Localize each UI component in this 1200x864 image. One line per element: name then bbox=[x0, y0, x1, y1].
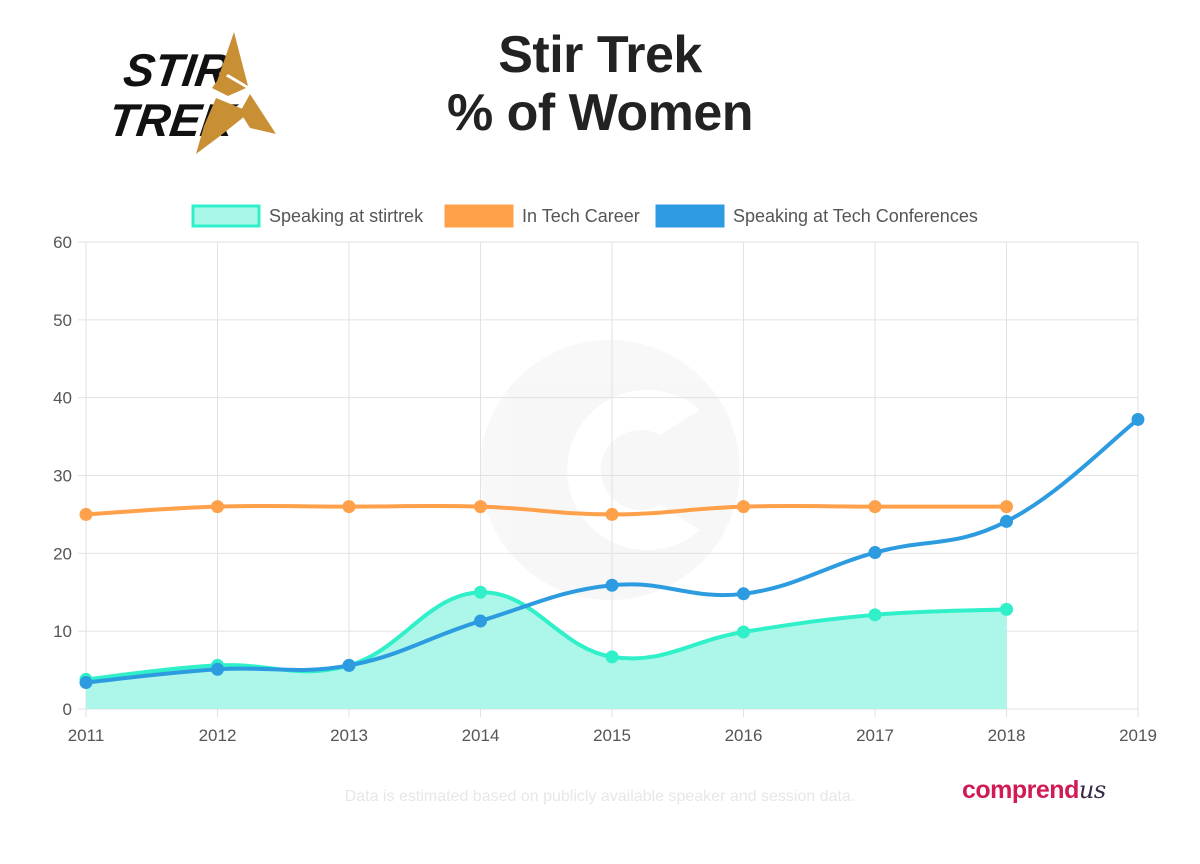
series-line bbox=[84, 590, 1009, 682]
footnote: Data is estimated based on publicly avai… bbox=[344, 788, 856, 805]
legend-swatch bbox=[191, 204, 261, 228]
title-line1: Stir Trek bbox=[498, 26, 702, 84]
chart-legend: Speaking at stirtrek In Tech Career Speaki… bbox=[191, 204, 978, 228]
y-tick-label: 0 bbox=[63, 700, 72, 719]
series-area bbox=[86, 592, 1007, 709]
y-tick-label: 50 bbox=[53, 311, 72, 330]
starfleet-delta-icon bbox=[196, 32, 276, 154]
legend-swatch bbox=[655, 204, 725, 228]
data-point bbox=[1000, 500, 1013, 514]
x-tick-label: 2017 bbox=[856, 726, 894, 745]
legend-item: Speaking at Tech Conferences bbox=[655, 204, 978, 228]
data-point bbox=[1000, 514, 1013, 528]
data-point bbox=[342, 500, 356, 514]
legend-swatch bbox=[444, 204, 514, 228]
data-point bbox=[79, 676, 93, 690]
brand-script: us bbox=[1078, 776, 1106, 804]
y-tick-label: 40 bbox=[53, 389, 72, 408]
comprendus-watermark bbox=[480, 340, 740, 600]
stir-trek-logo: STIR TREK bbox=[105, 32, 276, 154]
data-point bbox=[737, 500, 750, 514]
x-tick-label: 2013 bbox=[330, 726, 368, 745]
data-point bbox=[211, 500, 224, 514]
x-tick-label: 2016 bbox=[725, 726, 763, 745]
legend-label: Speaking at stirtrek bbox=[269, 206, 424, 226]
x-tick-label: 2011 bbox=[68, 726, 105, 745]
data-point bbox=[1000, 602, 1013, 616]
page-title: Stir Trek % of Women bbox=[400, 26, 800, 142]
y-tick-label: 30 bbox=[53, 467, 72, 486]
data-point bbox=[474, 585, 487, 599]
data-point bbox=[737, 587, 750, 601]
series-0 bbox=[79, 585, 1013, 709]
data-point bbox=[868, 608, 882, 622]
watermark-circle bbox=[480, 340, 740, 600]
data-point bbox=[211, 662, 224, 676]
data-point bbox=[605, 650, 619, 664]
brand-logo: comprendus bbox=[962, 776, 1106, 805]
data-point bbox=[605, 507, 619, 521]
data-point bbox=[868, 500, 882, 514]
chart-axes: 0 10 20 30 40 50 60 2011 2012 2013 2014 2015 2016 201… bbox=[53, 233, 1157, 745]
x-tick-label: 2012 bbox=[199, 726, 237, 745]
data-point bbox=[474, 500, 487, 514]
y-tick-label: 20 bbox=[53, 544, 72, 563]
legend-label: Speaking at Tech Conferences bbox=[733, 206, 978, 226]
brand-main: comprend bbox=[962, 776, 1079, 804]
data-point bbox=[1131, 412, 1145, 426]
x-tick-label: 2019 bbox=[1119, 726, 1157, 745]
y-tick-label: 10 bbox=[53, 622, 72, 641]
data-point bbox=[605, 578, 619, 592]
legend-item: In Tech Career bbox=[444, 204, 640, 228]
x-tick-label: 2014 bbox=[462, 726, 500, 745]
series-1 bbox=[79, 500, 1013, 521]
series-2 bbox=[79, 412, 1145, 690]
series-line bbox=[84, 503, 1009, 517]
legend-item: Speaking at stirtrek bbox=[191, 204, 424, 228]
data-point bbox=[79, 507, 93, 521]
legend-label: In Tech Career bbox=[522, 206, 640, 226]
y-tick-label: 60 bbox=[53, 233, 72, 252]
title-line2: % of Women bbox=[446, 84, 754, 142]
data-point bbox=[737, 625, 750, 639]
data-point bbox=[868, 546, 882, 560]
x-tick-label: 2015 bbox=[593, 726, 631, 745]
chart-series bbox=[79, 412, 1145, 709]
data-point bbox=[342, 658, 356, 672]
x-tick-label: 2018 bbox=[988, 726, 1026, 745]
data-point bbox=[474, 614, 487, 628]
